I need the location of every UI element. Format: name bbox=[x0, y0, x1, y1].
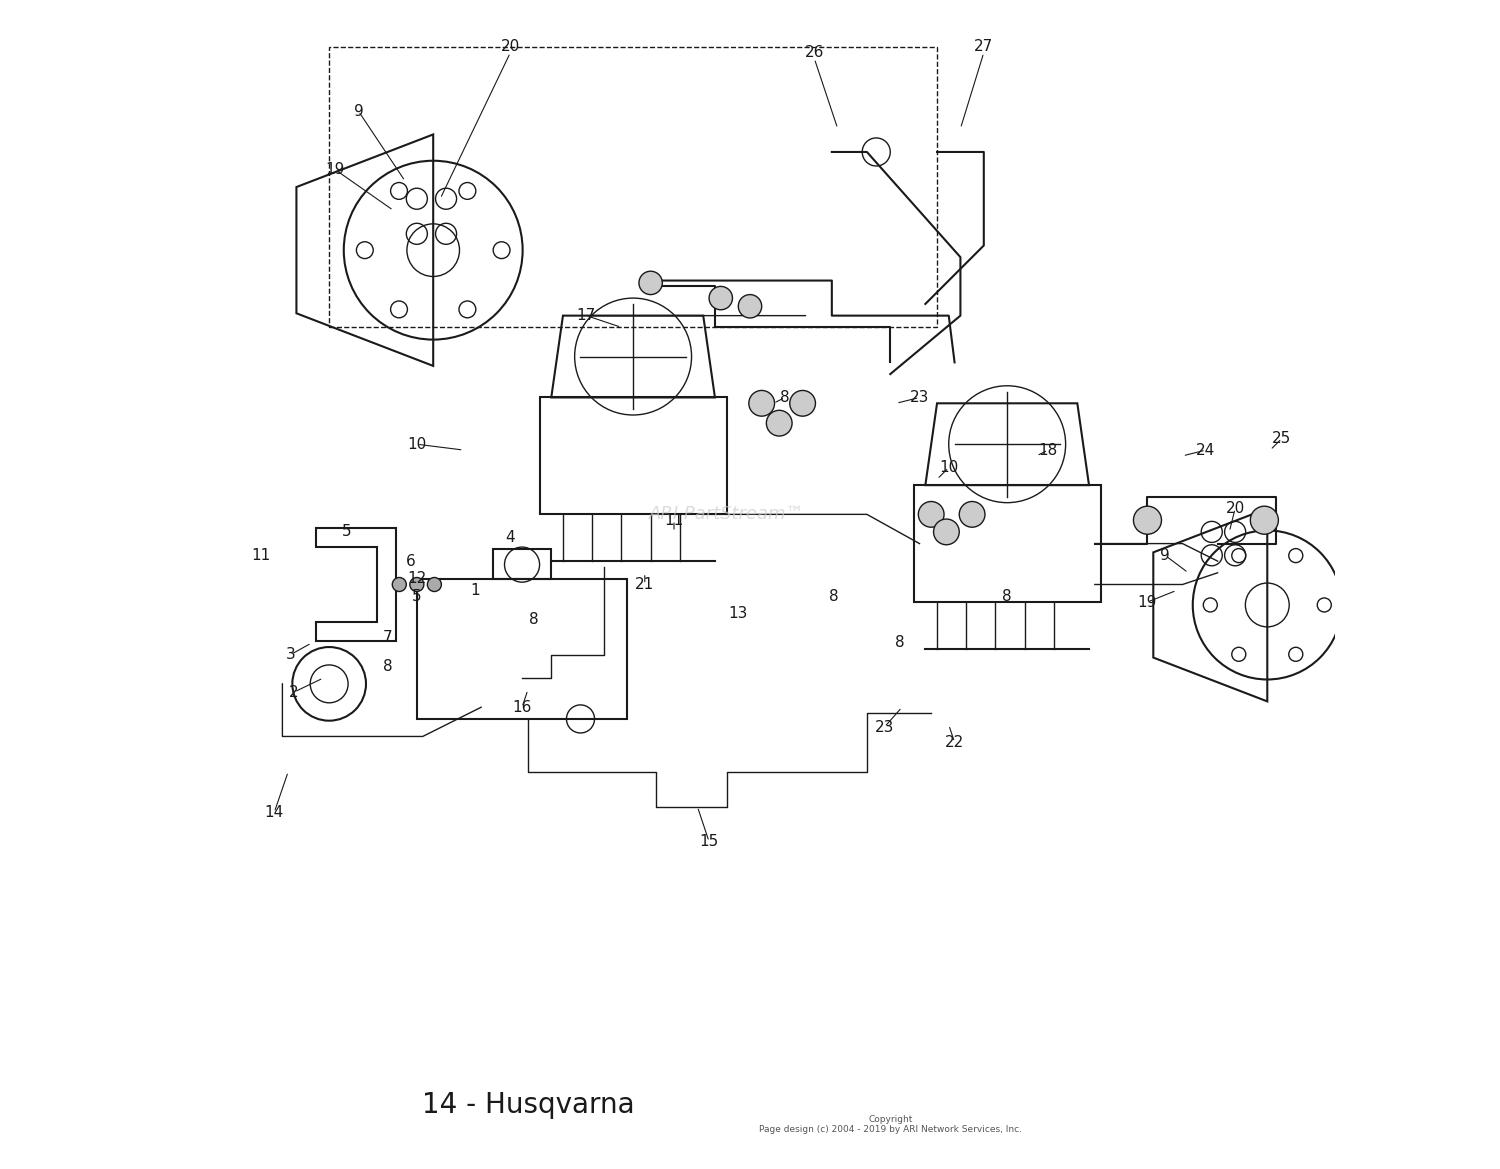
Text: ARI PartStream™: ARI PartStream™ bbox=[650, 505, 804, 524]
Text: 9: 9 bbox=[1160, 548, 1170, 562]
Text: 8: 8 bbox=[780, 390, 790, 404]
Text: 24: 24 bbox=[1197, 443, 1215, 457]
Text: Copyright
Page design (c) 2004 - 2019 by ARI Network Services, Inc.: Copyright Page design (c) 2004 - 2019 by… bbox=[759, 1115, 1022, 1134]
Text: 26: 26 bbox=[804, 46, 824, 60]
Circle shape bbox=[427, 577, 441, 592]
Text: 10: 10 bbox=[939, 461, 958, 475]
Text: 20: 20 bbox=[1226, 502, 1245, 516]
Bar bbox=[417, 579, 627, 719]
Bar bbox=[540, 397, 726, 514]
Circle shape bbox=[1251, 506, 1278, 534]
Text: 4: 4 bbox=[506, 531, 515, 545]
Text: 12: 12 bbox=[406, 572, 426, 586]
Text: 11: 11 bbox=[252, 548, 272, 562]
Text: 5: 5 bbox=[342, 525, 351, 539]
Text: 7: 7 bbox=[382, 630, 393, 644]
Bar bbox=[494, 549, 552, 579]
Text: 20: 20 bbox=[501, 40, 520, 54]
Circle shape bbox=[639, 271, 663, 295]
Text: 6: 6 bbox=[406, 554, 416, 568]
Circle shape bbox=[710, 286, 732, 310]
Text: 23: 23 bbox=[874, 720, 894, 734]
Circle shape bbox=[766, 410, 792, 436]
Text: 19: 19 bbox=[1138, 595, 1156, 609]
Text: 14 - Husqvarna: 14 - Husqvarna bbox=[422, 1091, 634, 1119]
Text: 25: 25 bbox=[1272, 431, 1292, 445]
Text: 5: 5 bbox=[413, 589, 422, 603]
Circle shape bbox=[738, 295, 762, 318]
Text: 22: 22 bbox=[945, 735, 964, 749]
Text: 19: 19 bbox=[326, 162, 345, 177]
Circle shape bbox=[789, 390, 816, 416]
Text: 13: 13 bbox=[729, 607, 748, 621]
Circle shape bbox=[933, 519, 960, 545]
Text: 8: 8 bbox=[830, 589, 839, 603]
Circle shape bbox=[918, 502, 944, 527]
Circle shape bbox=[1134, 506, 1161, 534]
Circle shape bbox=[410, 577, 424, 592]
Text: 14: 14 bbox=[264, 805, 284, 819]
Text: 17: 17 bbox=[576, 309, 596, 323]
Text: 27: 27 bbox=[974, 40, 993, 54]
Bar bbox=[328, 47, 938, 327]
Text: 1: 1 bbox=[471, 583, 480, 597]
Text: 23: 23 bbox=[910, 390, 928, 404]
Text: 8: 8 bbox=[1002, 589, 1013, 603]
Text: 11: 11 bbox=[664, 513, 684, 527]
Text: 3: 3 bbox=[285, 648, 296, 662]
Text: 16: 16 bbox=[513, 700, 531, 714]
Text: 10: 10 bbox=[406, 437, 426, 451]
Text: 8: 8 bbox=[896, 636, 904, 650]
Text: 21: 21 bbox=[634, 577, 654, 592]
Circle shape bbox=[748, 390, 774, 416]
Bar bbox=[914, 485, 1101, 602]
Text: 15: 15 bbox=[699, 835, 718, 849]
Circle shape bbox=[393, 577, 406, 592]
Text: 8: 8 bbox=[530, 613, 538, 627]
Text: 18: 18 bbox=[1038, 443, 1058, 457]
Text: 9: 9 bbox=[354, 104, 363, 118]
Circle shape bbox=[960, 502, 986, 527]
Text: 8: 8 bbox=[382, 659, 393, 673]
Text: 2: 2 bbox=[290, 685, 298, 699]
